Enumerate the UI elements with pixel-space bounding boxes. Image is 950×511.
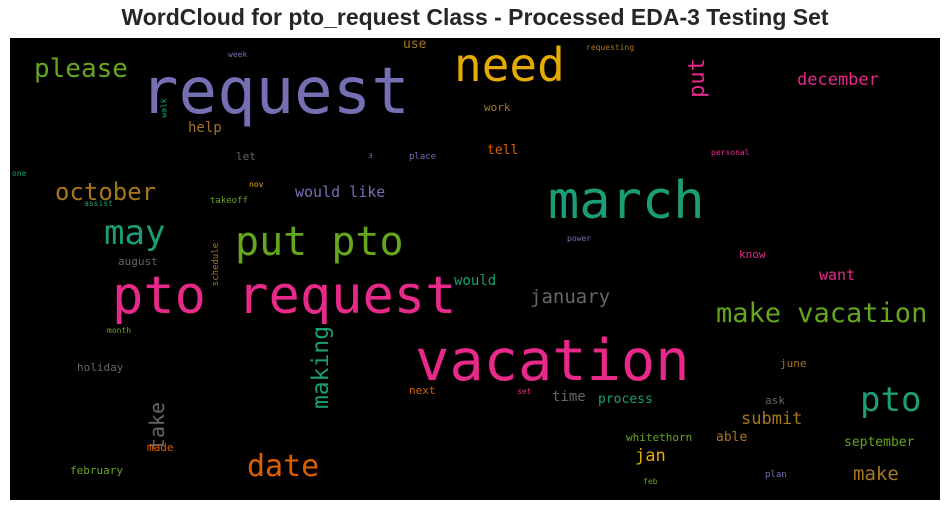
word-vacation: vacation bbox=[415, 328, 690, 394]
word-holiday: holiday bbox=[77, 361, 124, 374]
word-december: december bbox=[797, 70, 879, 90]
word-plan: plan bbox=[765, 470, 787, 480]
word-place: place bbox=[409, 152, 437, 162]
word-would-like: would like bbox=[295, 183, 386, 201]
word-know: know bbox=[739, 248, 766, 261]
word-з: з bbox=[368, 151, 373, 160]
word-power: power bbox=[567, 234, 592, 243]
word-help: help bbox=[188, 120, 222, 136]
word-let: let bbox=[236, 150, 256, 163]
word-put-pto: put pto bbox=[235, 219, 404, 265]
word-time: time bbox=[552, 389, 586, 405]
word-make: make bbox=[853, 463, 899, 485]
word-august: august bbox=[118, 255, 158, 268]
word-feb: feb bbox=[643, 477, 658, 486]
word-assist: assist bbox=[84, 199, 113, 208]
word-nov: nov bbox=[249, 180, 264, 189]
word-ask: ask bbox=[765, 394, 785, 407]
word-february: february bbox=[70, 464, 123, 477]
word-request: request bbox=[140, 55, 410, 129]
word-next: next bbox=[409, 384, 436, 397]
word-one: one bbox=[12, 169, 27, 178]
word-walk: walk bbox=[159, 98, 169, 118]
word-jan: jan bbox=[635, 446, 666, 466]
word-use: use bbox=[403, 38, 427, 52]
word-making: making bbox=[308, 325, 335, 410]
word-personal: personal bbox=[711, 148, 750, 157]
word-please: please bbox=[34, 54, 128, 84]
word-pto: pto bbox=[860, 380, 922, 420]
word-pto-request: pto request bbox=[112, 266, 457, 326]
word-whitethorn: whitethorn bbox=[626, 431, 693, 444]
word-june: june bbox=[780, 357, 807, 370]
word-set: set bbox=[517, 387, 532, 396]
word-date: date bbox=[247, 449, 320, 484]
word-able: able bbox=[716, 430, 748, 445]
word-make-vacation: make vacation bbox=[716, 298, 928, 329]
word-october: october bbox=[55, 178, 157, 206]
chart-title: WordCloud for pto_request Class - Proces… bbox=[121, 4, 829, 30]
word-need: need bbox=[454, 38, 565, 92]
word-process: process bbox=[598, 392, 653, 407]
word-would: would bbox=[454, 273, 497, 289]
word-january: january bbox=[530, 286, 611, 308]
word-want: want bbox=[819, 266, 856, 284]
word-week: week bbox=[228, 50, 248, 59]
word-requesting: requesting bbox=[586, 43, 635, 52]
word-month: month bbox=[107, 326, 132, 335]
wordcloud-panel: request pto request vacation march need put p… bbox=[10, 38, 940, 500]
word-submit: submit bbox=[741, 409, 803, 429]
word-made: made bbox=[147, 441, 174, 454]
word-schedule: schedule bbox=[211, 242, 222, 287]
word-tell: tell bbox=[487, 143, 519, 158]
word-september: september bbox=[844, 435, 915, 450]
word-may: may bbox=[104, 213, 166, 253]
word-work: work bbox=[484, 101, 511, 114]
word-put: put bbox=[684, 58, 710, 98]
word-march: march bbox=[548, 171, 705, 231]
word-takeoff: takeoff bbox=[210, 196, 248, 206]
